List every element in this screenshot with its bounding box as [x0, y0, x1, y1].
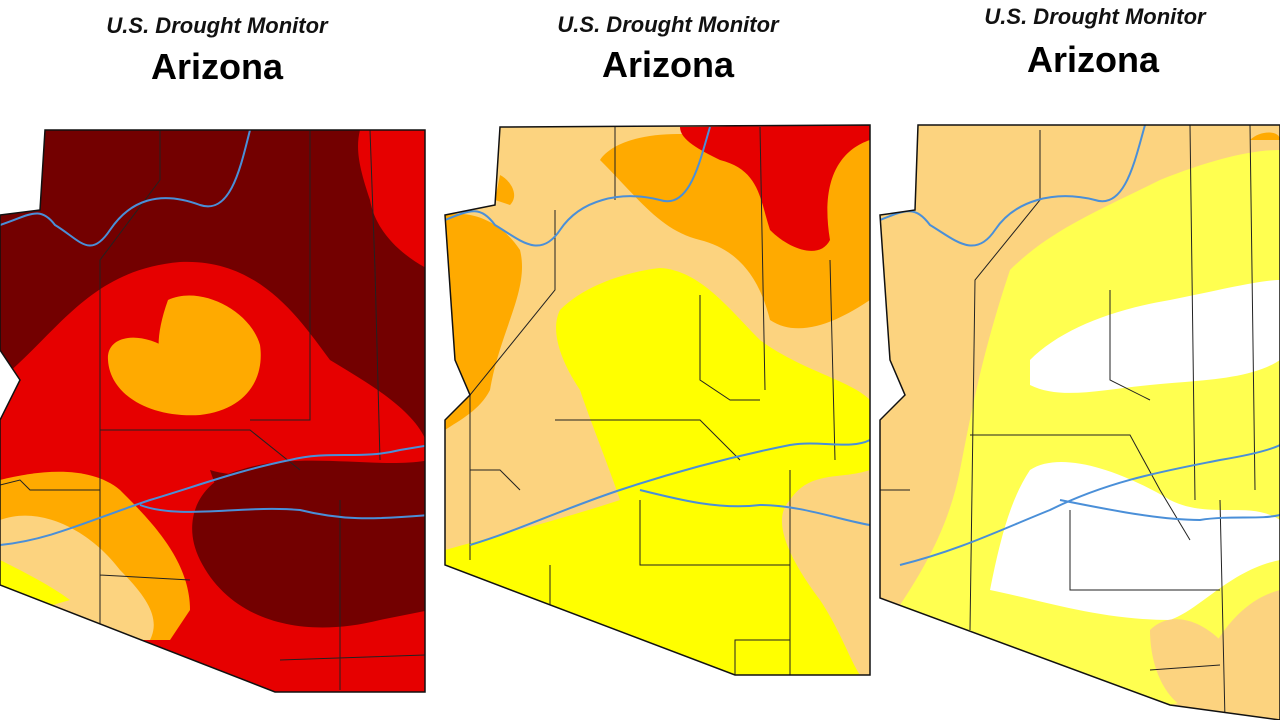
map-subtitle: U.S. Drought Monitor	[557, 12, 780, 37]
map-title: Arizona	[151, 46, 284, 87]
region-d3	[680, 125, 870, 251]
map-panel	[445, 125, 870, 675]
region-d2	[1250, 132, 1280, 140]
river	[445, 126, 870, 546]
region-d3	[358, 130, 425, 270]
county-lines	[0, 130, 425, 690]
region-d2	[495, 175, 515, 205]
map-subtitle: U.S. Drought Monitor	[984, 4, 1207, 29]
state-outline	[879, 124, 1280, 720]
river	[880, 125, 1280, 566]
county-lines	[469, 126, 836, 675]
map-panel	[880, 125, 1280, 720]
region-d2	[107, 295, 261, 416]
region-d4	[210, 470, 343, 560]
region-d0	[445, 268, 870, 675]
map-title: Arizona	[602, 44, 735, 85]
map-title: Arizona	[1027, 39, 1160, 80]
region-d2	[445, 213, 523, 430]
map-subtitle: U.S. Drought Monitor	[106, 13, 329, 38]
county-lines	[880, 125, 1256, 720]
river	[0, 130, 425, 546]
state-outline	[444, 124, 871, 676]
state-outline	[0, 129, 426, 693]
region-d1	[1150, 619, 1223, 705]
map-panel	[0, 130, 425, 692]
region-none	[1030, 280, 1280, 393]
